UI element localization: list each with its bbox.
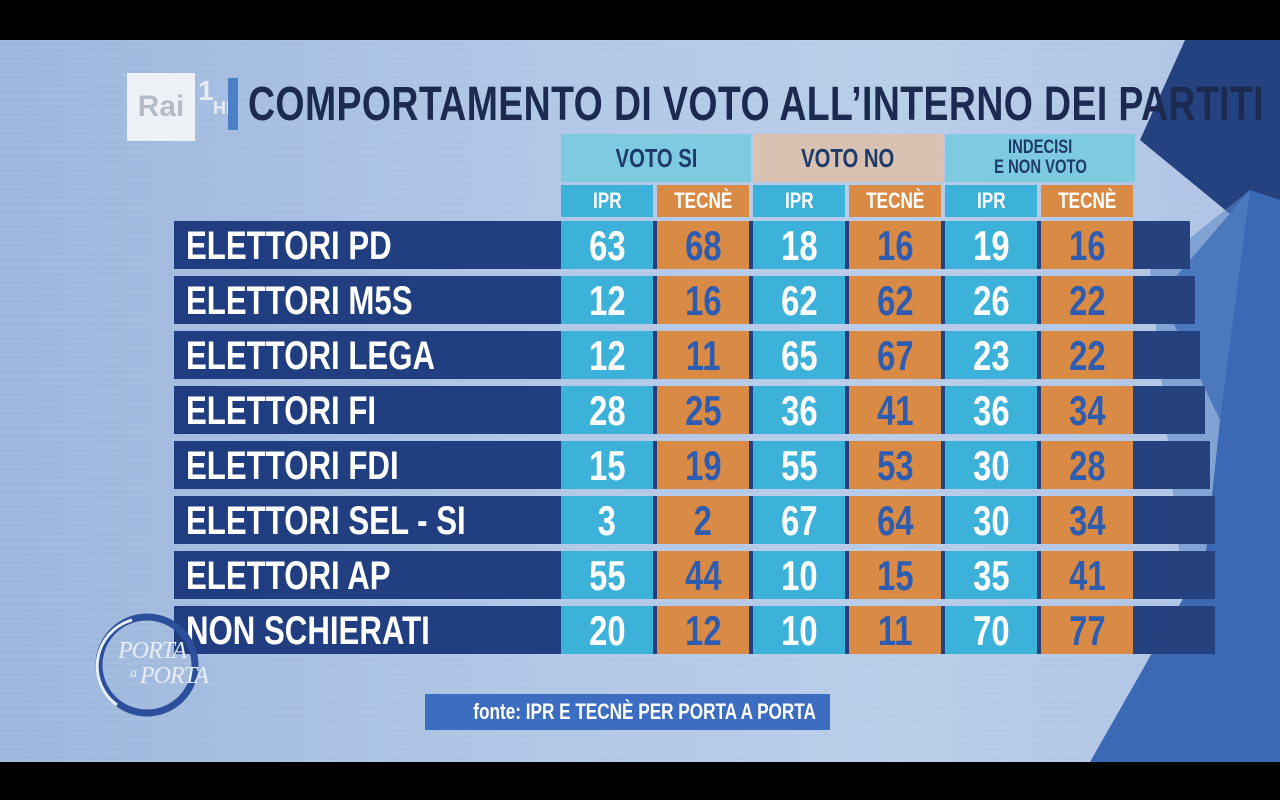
value-cell-tecne: 19 xyxy=(657,441,749,489)
value-cell-ipr: 18 xyxy=(753,221,845,269)
row-label: ELETTORI AP xyxy=(186,554,391,598)
value-cell-tecne: 67 xyxy=(849,331,941,379)
porta-logo-small: a xyxy=(130,666,137,681)
value-cell-ipr: 3 xyxy=(561,496,653,544)
value-cell-tecne: 41 xyxy=(849,386,941,434)
source-caption: fonte: IPR E TECNÈ PER PORTA A PORTA xyxy=(425,694,830,730)
value-cell-tecne: 34 xyxy=(1041,386,1133,434)
value-cell-ipr: 23 xyxy=(945,331,1037,379)
page-title: COMPORTAMENTO DI VOTO ALL’INTERNO DEI PA… xyxy=(248,78,1264,131)
value-cell-ipr: 10 xyxy=(753,551,845,599)
row-label: NON SCHIERATI xyxy=(186,609,430,653)
porta-a-porta-logo-icon xyxy=(95,613,199,717)
row-label: ELETTORI M5S xyxy=(186,279,413,323)
rai-logo: Rai xyxy=(127,73,195,141)
row-label: ELETTORI LEGA xyxy=(186,334,436,378)
value-cell-ipr: 70 xyxy=(945,606,1037,654)
value-cell-ipr: 12 xyxy=(561,331,653,379)
value-cell-tecne: 53 xyxy=(849,441,941,489)
row-label: ELETTORI PD xyxy=(186,224,392,268)
value-cell-ipr: 26 xyxy=(945,276,1037,324)
value-cell-tecne: 16 xyxy=(849,221,941,269)
value-cell-tecne: 12 xyxy=(657,606,749,654)
column-group-header: INDECISI E NON VOTO xyxy=(945,134,1135,182)
value-cell-tecne: 64 xyxy=(849,496,941,544)
value-cell-tecne: 25 xyxy=(657,386,749,434)
value-cell-ipr: 19 xyxy=(945,221,1037,269)
value-cell-tecne: 22 xyxy=(1041,276,1133,324)
title-accent-bar xyxy=(228,78,238,130)
value-cell-tecne: 28 xyxy=(1041,441,1133,489)
row-label: ELETTORI SEL - SI xyxy=(186,499,466,543)
row-label: ELETTORI FI xyxy=(186,389,377,433)
value-cell-ipr: 67 xyxy=(753,496,845,544)
subcolumn-header: IPR xyxy=(945,185,1037,217)
value-cell-ipr: 10 xyxy=(753,606,845,654)
value-cell-ipr: 55 xyxy=(561,551,653,599)
value-cell-tecne: 62 xyxy=(849,276,941,324)
porta-logo-line2: PORTA xyxy=(140,663,209,689)
subcolumn-header: TECNÈ xyxy=(849,185,941,217)
porta-logo-line1: PORTA xyxy=(118,638,187,664)
value-cell-tecne: 2 xyxy=(657,496,749,544)
value-cell-tecne: 68 xyxy=(657,221,749,269)
value-cell-tecne: 41 xyxy=(1041,551,1133,599)
row-label: ELETTORI FDI xyxy=(186,444,399,488)
value-cell-tecne: 22 xyxy=(1041,331,1133,379)
value-cell-tecne: 77 xyxy=(1041,606,1133,654)
value-cell-ipr: 63 xyxy=(561,221,653,269)
subcolumn-header: TECNÈ xyxy=(1041,185,1133,217)
value-cell-tecne: 34 xyxy=(1041,496,1133,544)
value-cell-tecne: 16 xyxy=(1041,221,1133,269)
value-cell-ipr: 55 xyxy=(753,441,845,489)
value-cell-ipr: 28 xyxy=(561,386,653,434)
value-cell-ipr: 36 xyxy=(945,386,1037,434)
value-cell-ipr: 20 xyxy=(561,606,653,654)
column-group-header: VOTO NO xyxy=(753,134,943,182)
subcolumn-header: TECNÈ xyxy=(657,185,749,217)
value-cell-tecne: 15 xyxy=(849,551,941,599)
subcolumn-header: IPR xyxy=(753,185,845,217)
value-cell-ipr: 65 xyxy=(753,331,845,379)
channel-number: 1 xyxy=(198,75,214,106)
value-cell-ipr: 62 xyxy=(753,276,845,324)
value-cell-ipr: 30 xyxy=(945,496,1037,544)
value-cell-ipr: 15 xyxy=(561,441,653,489)
subcolumn-header: IPR xyxy=(561,185,653,217)
value-cell-tecne: 11 xyxy=(849,606,941,654)
value-cell-ipr: 36 xyxy=(753,386,845,434)
value-cell-ipr: 30 xyxy=(945,441,1037,489)
value-cell-tecne: 44 xyxy=(657,551,749,599)
value-cell-ipr: 12 xyxy=(561,276,653,324)
column-group-header: VOTO SI xyxy=(561,134,751,182)
deco-shape-right xyxy=(1090,190,1280,762)
value-cell-tecne: 11 xyxy=(657,331,749,379)
value-cell-tecne: 16 xyxy=(657,276,749,324)
broadcast-graphic: Rai 1 HD COMPORTAMENTO DI VOTO ALL’INTER… xyxy=(0,40,1280,762)
value-cell-ipr: 35 xyxy=(945,551,1037,599)
